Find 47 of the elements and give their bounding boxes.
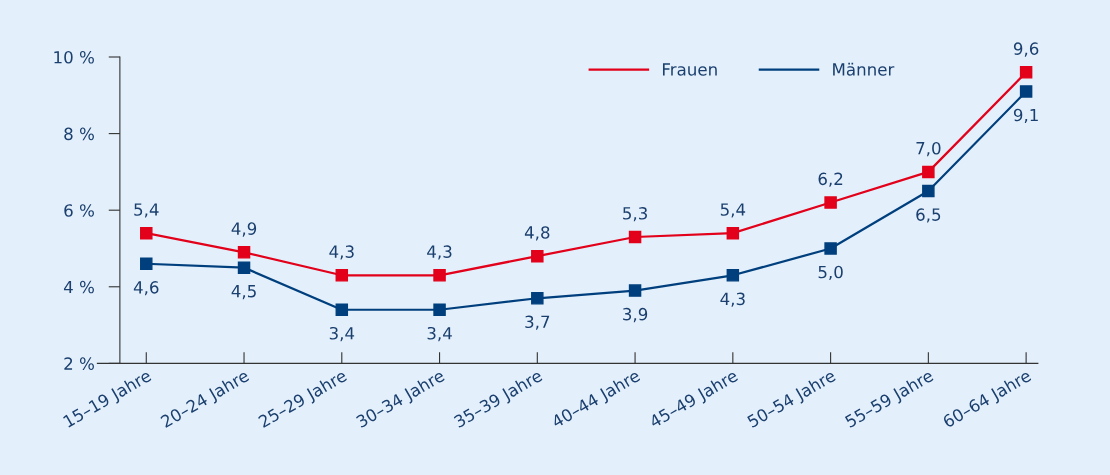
point (824, 242, 837, 255)
y-tick-label: 8 % (64, 127, 94, 141)
point (140, 226, 153, 240)
point (922, 184, 935, 198)
point (335, 269, 349, 282)
data-label: 5,4 (134, 203, 159, 218)
data-label: 4,5 (231, 285, 256, 300)
data-label: 6,5 (916, 208, 941, 223)
point (140, 257, 153, 271)
data-label: 4,6 (133, 281, 159, 296)
data-label: 6,2 (818, 172, 843, 187)
y-tick-label: 6 % (64, 204, 94, 217)
point (726, 226, 740, 240)
point (433, 269, 446, 282)
data-label: 3,4 (427, 326, 452, 342)
point (433, 303, 446, 317)
data-label: 4,3 (720, 292, 745, 307)
point (1019, 66, 1033, 79)
point (237, 246, 251, 259)
point (726, 269, 740, 282)
data-label: 3,4 (329, 326, 355, 342)
data-label: 9,1 (1013, 108, 1038, 123)
point (531, 292, 544, 305)
data-label: 3,7 (525, 315, 550, 330)
legend-label: Männer (833, 62, 895, 76)
point (628, 284, 642, 297)
data-label: 4,3 (329, 245, 354, 260)
point (824, 196, 837, 209)
data-label: 4,3 (427, 245, 452, 260)
point (1019, 85, 1033, 98)
point (628, 230, 642, 244)
data-label: 5,4 (720, 203, 746, 218)
legend-label: Frauen (662, 63, 717, 76)
data-label: 7,0 (916, 141, 941, 157)
data-label: 5,0 (818, 265, 843, 281)
point (237, 261, 251, 274)
data-label: 9,6 (1013, 42, 1039, 57)
data-label: 4,9 (231, 222, 257, 237)
y-tick-label: 4 % (63, 280, 94, 294)
point (531, 249, 544, 263)
point (335, 303, 349, 317)
data-label: 4,8 (524, 226, 550, 241)
point (922, 165, 935, 179)
y-tick-label: 10 % (54, 50, 94, 64)
data-label: 5,3 (623, 207, 647, 222)
data-label: 3,9 (623, 307, 648, 323)
y-tick-label: 2 % (64, 357, 94, 370)
